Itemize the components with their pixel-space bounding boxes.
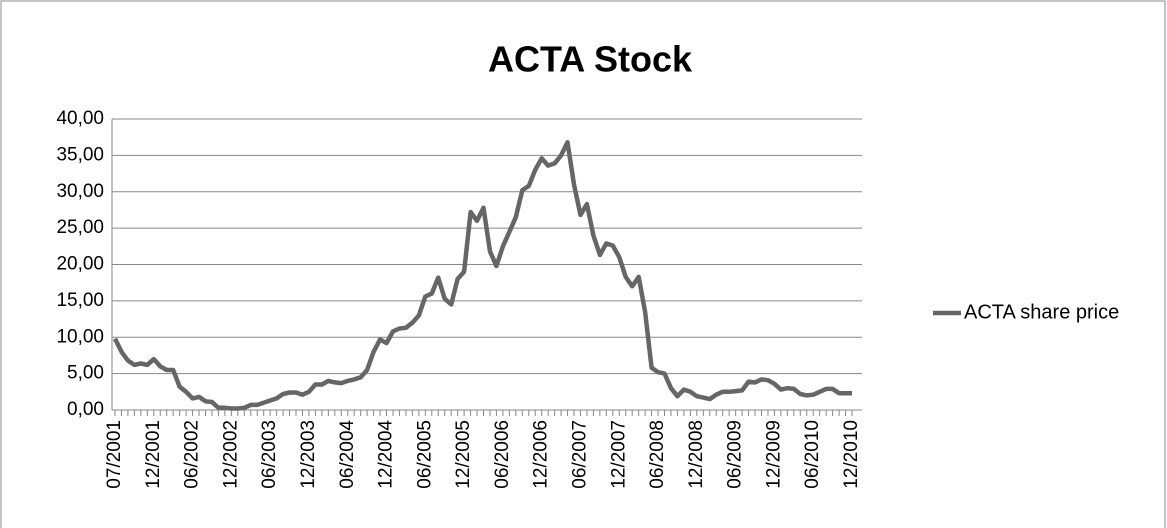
x-tick-label: 12/2009 bbox=[763, 420, 784, 489]
y-tick-label: 30,00 bbox=[56, 181, 104, 202]
y-tick-label: 10,00 bbox=[56, 326, 104, 347]
legend-label: ACTA share price bbox=[964, 301, 1119, 323]
x-tick-label: 12/2002 bbox=[220, 420, 241, 489]
x-tick-label: 06/2003 bbox=[259, 420, 280, 489]
x-tick-label: 06/2007 bbox=[569, 420, 590, 489]
x-tick-label: 12/2006 bbox=[531, 420, 552, 489]
x-tick-label: 06/2005 bbox=[414, 420, 435, 489]
x-tick-label: 06/2008 bbox=[647, 420, 668, 489]
x-tick-label: 12/2010 bbox=[841, 420, 862, 489]
x-tick-label: 06/2004 bbox=[337, 420, 358, 489]
x-tick-label: 12/2004 bbox=[376, 420, 397, 489]
series-line bbox=[112, 140, 852, 411]
y-tick-label: 5,00 bbox=[67, 363, 104, 384]
y-tick-label: 35,00 bbox=[56, 144, 104, 165]
x-tick-label: 06/2002 bbox=[182, 420, 203, 489]
x-tick-label: 06/2009 bbox=[725, 420, 746, 489]
x-tick-label: 12/2005 bbox=[453, 420, 474, 489]
y-tick-label: 15,00 bbox=[56, 290, 104, 311]
x-tick-label: 12/2001 bbox=[143, 420, 164, 489]
y-tick-label: 25,00 bbox=[56, 217, 104, 238]
x-tick-label: 12/2003 bbox=[298, 420, 319, 489]
x-tick-label: 12/2007 bbox=[608, 420, 629, 489]
y-tick-label: 40,00 bbox=[56, 108, 104, 129]
chart-title: ACTA Stock bbox=[488, 39, 693, 80]
y-tick-label: 0,00 bbox=[67, 399, 104, 420]
x-tick-label: 06/2006 bbox=[492, 420, 513, 489]
x-tick-label: 12/2008 bbox=[686, 420, 707, 489]
x-tick-label: 07/2001 bbox=[104, 420, 125, 489]
x-tick-label: 06/2010 bbox=[802, 420, 823, 489]
y-tick-label: 20,00 bbox=[56, 254, 104, 275]
